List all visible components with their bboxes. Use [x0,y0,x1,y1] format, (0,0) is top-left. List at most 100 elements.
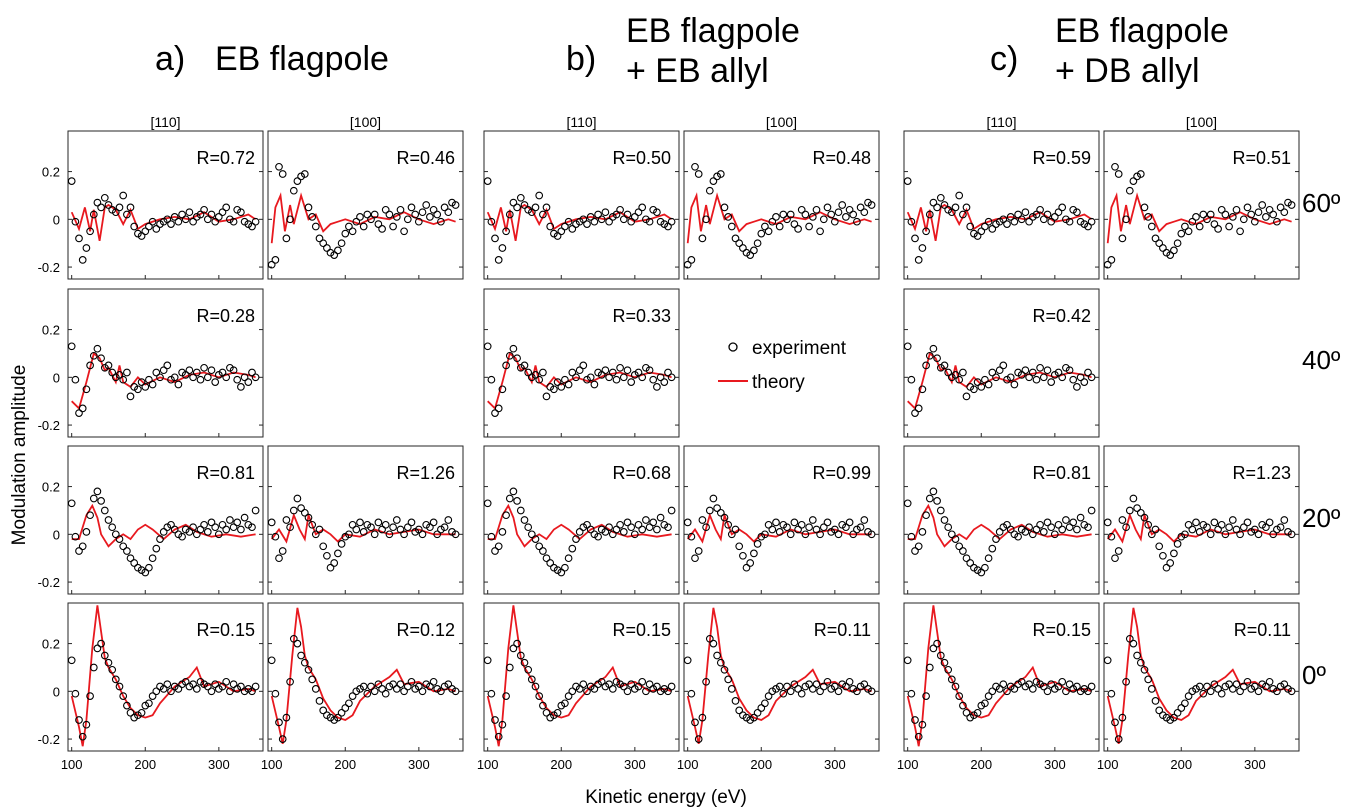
experiment-point [524,368,533,377]
experiment-point [914,542,923,551]
r-factor-label: R=0.42 [1032,306,1091,326]
x-tick-label: 100 [477,757,499,772]
subplot-frame [267,445,464,595]
subplot: 100 200 300 R=0.15 [477,602,680,772]
experiment-point [451,530,460,539]
experiment-point [702,215,710,224]
experiment-point [1236,227,1244,236]
experiment-point [683,518,692,527]
experiment-point [1147,222,1156,231]
experiment-point [627,378,636,386]
experiment-point [251,217,260,226]
experiment-point [1203,215,1211,224]
experiment-point [947,208,956,217]
experiment-point [271,532,280,541]
x-tick-label: 200 [334,757,356,772]
subplot-frame [483,602,680,752]
experiment-point [1076,373,1085,382]
experiment-point [1243,203,1252,212]
experiment-point [282,234,291,243]
experiment-point [664,523,672,532]
experiment-point [999,215,1008,224]
experiment-point [218,520,227,529]
experiment-point [705,634,714,643]
experiment-point [345,530,353,539]
experiment-point [634,682,643,691]
experiment-point [1221,530,1230,539]
experiment-point [638,373,647,382]
experiment-point [772,518,780,527]
experiment-point [1239,215,1248,224]
experiment-point [229,680,238,689]
subplot: 100 200 300 R=0.11 [1097,602,1300,772]
experiment-point [720,665,729,674]
experiment-point [903,656,912,665]
experiment-point [724,520,733,529]
experiment-point [834,687,843,696]
experiment-point [1073,208,1081,217]
experiment-point [141,383,150,391]
experiment-point [779,210,788,219]
experiment-point [727,530,736,539]
experiment-point [487,532,496,541]
y-tick-label: 0.2 [42,637,60,652]
y-tick-label: 0 [53,527,60,542]
panel-title-1: b) EB flagpole+ EB allyl [566,12,800,90]
experiment-point [1043,518,1052,527]
experiment-point [108,523,117,532]
experiment-point [1273,687,1281,696]
experiment-point [605,680,613,689]
experiment-point [753,540,762,548]
experiment-point [753,708,762,717]
experiment-point [407,518,416,527]
experiment-point [222,677,231,686]
experiment-point [491,234,499,243]
experiment-point [381,520,390,529]
experiment-point [185,528,194,536]
experiment-point [929,344,938,353]
experiment-point [981,222,989,231]
experiment-point [89,351,98,360]
experiment-point [345,699,353,708]
experiment-point [709,494,718,503]
row-label: 0º [1302,660,1326,690]
experiment-point [786,687,795,696]
experiment-point [653,383,661,391]
theory-line [487,351,672,411]
experiment-point [1114,735,1123,743]
experiment-point [812,205,821,214]
experiment-point [842,213,850,221]
experiment-point [248,687,256,696]
experiment-point [527,208,536,217]
experiment-point [167,520,175,529]
experiment-point [123,368,131,377]
x-tick-label: 300 [208,757,230,772]
experiment-point [1028,685,1037,693]
experiment-point [156,373,164,382]
experiment-point [1025,217,1033,226]
experiment-point [1006,373,1015,382]
experiment-point [1133,651,1141,660]
experiment-point [119,542,128,551]
subplot: R=0.59 [903,130,1100,280]
experiment-point [229,366,238,375]
x-tick-label: 200 [1170,757,1192,772]
experiment-point [903,177,912,185]
experiment-point [988,225,997,233]
experiment-point [830,217,839,226]
experiment-point [988,544,997,553]
experiment-point [1129,639,1138,648]
experiment-point [568,687,577,696]
subplot: R=0.68 [483,445,680,595]
experiment-point [944,665,953,674]
experiment-point [422,201,431,209]
experiment-point [797,520,806,529]
experiment-point [845,518,854,527]
experiment-point [750,246,758,255]
experiment-point [494,542,503,551]
experiment-point [286,523,294,532]
subplot: R=0.46 [267,130,464,280]
experiment-point [418,530,427,539]
experiment-point [842,682,850,691]
experiment-point [311,222,320,231]
